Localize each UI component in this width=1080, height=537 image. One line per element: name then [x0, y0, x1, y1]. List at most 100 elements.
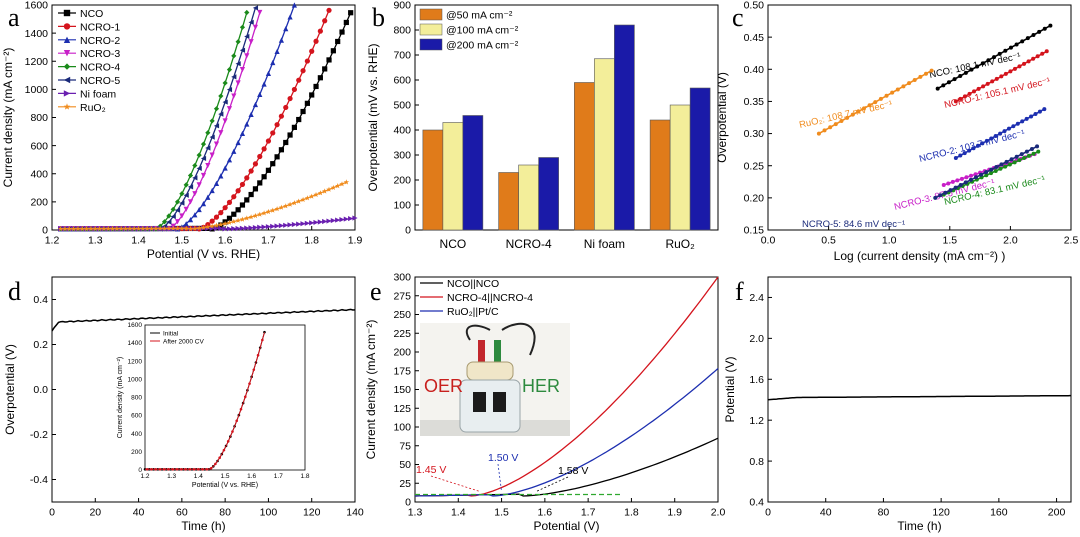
- data-point-3: [1042, 107, 1047, 112]
- inset-point-1: [192, 467, 196, 471]
- series-marker-4: [226, 67, 233, 73]
- series-marker-1: [252, 161, 259, 167]
- series-marker-5: [213, 123, 220, 129]
- data-point-0: [980, 61, 985, 66]
- series-marker-6: [257, 224, 263, 230]
- series-marker-0: [309, 92, 315, 98]
- x-tick-label: 0: [49, 507, 55, 519]
- series-marker-1: [287, 95, 293, 102]
- series-marker-5: [226, 87, 233, 93]
- y-tick-label: 125: [393, 403, 411, 415]
- data-point-3: [993, 134, 998, 139]
- series-marker-2: [248, 111, 254, 118]
- data-point-1: [962, 94, 967, 99]
- legend-swatch-0: [419, 8, 443, 21]
- series-marker-2: [257, 91, 263, 97]
- data-point-6: [1029, 147, 1034, 151]
- beaker: [459, 379, 521, 433]
- data-point-3: [967, 148, 972, 153]
- legend-label-0: @50 mA cm⁻²: [446, 10, 513, 22]
- y-tick-label: 400: [30, 168, 48, 180]
- inset-point-1: [150, 467, 153, 471]
- series-marker-5: [205, 145, 211, 151]
- data-point-3: [1024, 116, 1029, 121]
- series-marker-0: [265, 167, 272, 173]
- series-marker-0: [330, 48, 336, 54]
- series-marker-7: [244, 215, 250, 221]
- series-marker-7: [274, 206, 280, 212]
- data-point-5: [1031, 151, 1036, 156]
- series-marker-7: [283, 203, 289, 209]
- data-point-1: [985, 81, 990, 86]
- legend-label-7: RuO₂: [80, 102, 106, 114]
- x-tick-label: 2.0: [711, 507, 726, 519]
- inset-point-1: [248, 382, 251, 385]
- electrode-right: [493, 392, 506, 412]
- beaker-lid: [466, 361, 514, 381]
- series-marker-7: [75, 226, 81, 232]
- inset-x-tick: 1.7: [274, 473, 283, 480]
- data-point-3: [1037, 109, 1042, 114]
- data-point-6: [968, 177, 973, 182]
- y-tick-label: 1200: [25, 56, 49, 68]
- series-marker-2: [222, 165, 228, 171]
- data-point-5: [1003, 164, 1008, 169]
- legend-label-2: RuO₂||Pt/C: [447, 306, 499, 318]
- inset-x-tick: 1.4: [194, 473, 203, 480]
- x-tick-label: 1.5: [942, 235, 957, 247]
- data-point-1: [967, 91, 972, 96]
- y-tick-label: 800: [393, 25, 411, 37]
- inset-y-tick: 1000: [128, 376, 143, 383]
- series-marker-1: [291, 86, 297, 93]
- series-marker-0: [291, 124, 297, 130]
- series-marker-7: [296, 198, 302, 204]
- series-marker-7: [183, 225, 189, 231]
- series-marker-2: [270, 59, 276, 66]
- bar-1-1: [518, 164, 539, 231]
- inset-y-tick: 1200: [128, 358, 143, 365]
- bar-1-0: [442, 122, 464, 231]
- inset-point-1: [256, 353, 260, 357]
- series-marker-3: [235, 80, 241, 86]
- x-tick-label: 0.0: [761, 235, 776, 247]
- series-marker-3: [244, 53, 250, 59]
- series-marker-0: [339, 29, 345, 35]
- series-marker-7: [300, 196, 306, 203]
- series-marker-3: [200, 172, 207, 179]
- series-marker-1: [244, 175, 250, 181]
- series-marker-0: [287, 132, 293, 138]
- series-marker-6: [309, 220, 315, 226]
- data-point-6: [1014, 154, 1019, 159]
- series-marker-0: [235, 207, 241, 213]
- x-tick-label: 1.0: [882, 235, 897, 247]
- x-tick-label: 80: [878, 507, 890, 519]
- inset-y-tick: 0: [138, 467, 142, 474]
- inset-x-tick: 1.6: [247, 473, 256, 480]
- x-tick-label: 160: [990, 507, 1008, 519]
- y-tick-label: 75: [399, 440, 411, 452]
- legend-label-2: @200 mA cm⁻²: [446, 40, 519, 52]
- series-marker-3: [222, 118, 228, 124]
- series-marker-0: [270, 161, 276, 167]
- series-marker-6: [304, 220, 310, 226]
- y-tick-label: 150: [393, 384, 411, 396]
- series-marker-5: [170, 213, 176, 220]
- x-tick-label: 20: [89, 507, 101, 519]
- data-point-0: [1025, 36, 1030, 41]
- data-point-6: [994, 165, 999, 169]
- series-marker-6: [300, 221, 306, 227]
- panel-a: 1.2 1.3 1.4 1.5 1.6 1.7 1.8 1.9 0 200 400 600 800 100…: [1, 0, 362, 261]
- x-axis-label: Potential (V): [533, 519, 599, 533]
- series-marker-2: [261, 81, 267, 87]
- bar-0-3: [649, 119, 671, 231]
- data-point-0: [986, 58, 991, 63]
- series-marker-4: [179, 191, 185, 197]
- legend-marker-2: [63, 36, 71, 43]
- x-tick-label: 1.8: [624, 507, 639, 519]
- legend-label-1: @100 mA cm⁻²: [446, 25, 519, 37]
- inset-point-1: [184, 467, 187, 471]
- legend-marker-6: [63, 90, 71, 97]
- data-point-5: [1007, 162, 1012, 167]
- x-tick-label: 60: [176, 507, 188, 519]
- y-tick-label: 0.2: [33, 339, 48, 351]
